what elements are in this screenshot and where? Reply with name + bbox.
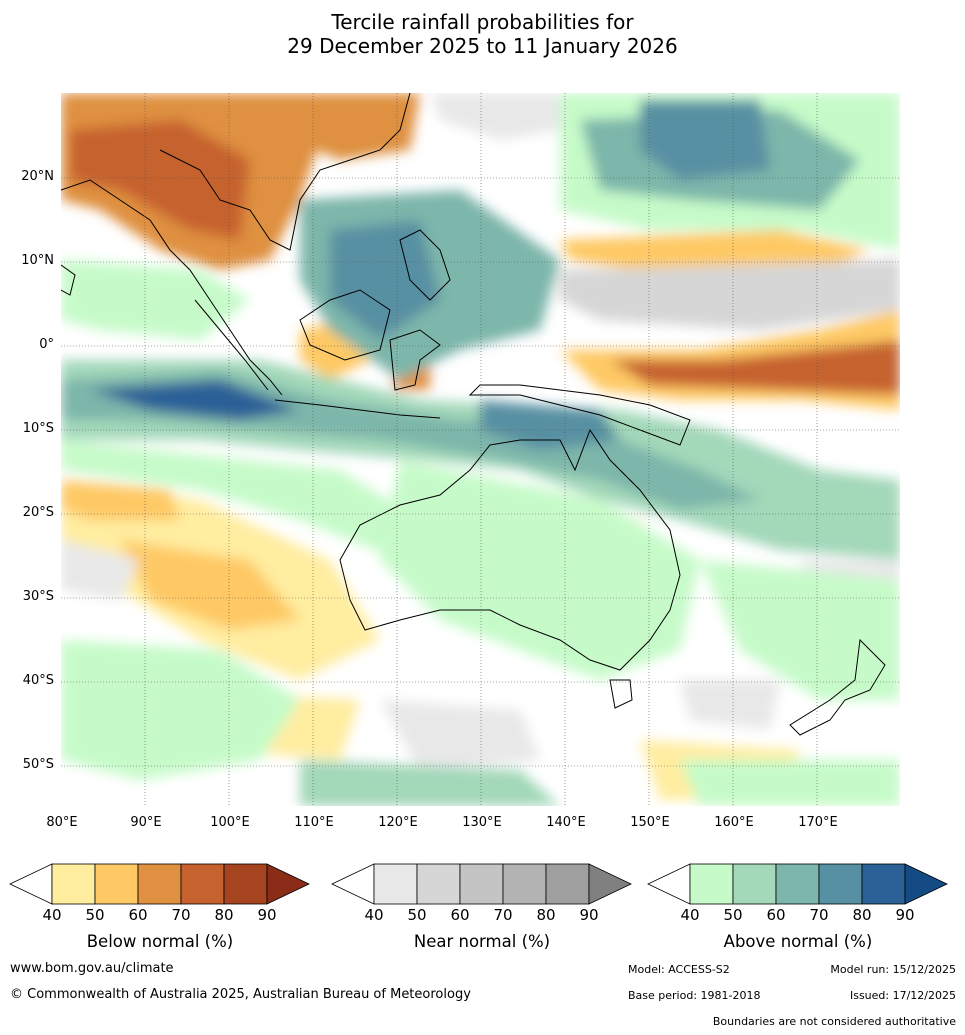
colorbar-above	[647, 863, 948, 905]
lon-label: 80°E	[46, 815, 78, 830]
colorbar-tick: 80	[536, 906, 556, 924]
colorbar-tick: 40	[680, 906, 700, 924]
colorbar-tick: 40	[364, 906, 384, 924]
copyright-text: © Commonwealth of Australia 2025, Austra…	[10, 987, 471, 1002]
lon-label: 150°E	[630, 815, 670, 830]
colorbar-tick: 50	[407, 906, 427, 924]
colorbar-label-above: Above normal (%)	[723, 932, 873, 951]
colorbar-tick: 80	[214, 906, 234, 924]
lat-label: 30°S	[22, 589, 54, 604]
cb0-swatch-4	[180, 863, 225, 905]
model-run-text: Model run: 15/12/2025	[830, 963, 956, 976]
cb0-swatch-5	[223, 863, 268, 905]
cb2-swatch-1	[689, 863, 734, 905]
lon-label: 160°E	[714, 815, 754, 830]
colorbar-tick: 60	[450, 906, 470, 924]
colorbar-tick: 60	[766, 906, 786, 924]
lon-label: 120°E	[378, 815, 418, 830]
colorbar-tick: 60	[128, 906, 148, 924]
cb1-swatch-under	[331, 863, 375, 905]
colorbar-tick: 50	[85, 906, 105, 924]
cb1-swatch-3	[459, 863, 504, 905]
cb2-swatch-3	[775, 863, 820, 905]
colorbar-below	[9, 863, 310, 905]
colorbar-tick: 90	[579, 906, 599, 924]
lon-label: 130°E	[462, 815, 502, 830]
model-text: Model: ACCESS-S2	[628, 963, 730, 976]
lon-label: 100°E	[210, 815, 250, 830]
lat-label: 20°N	[21, 169, 54, 184]
map-title-line1: Tercile rainfall probabilities for	[331, 10, 634, 34]
cb1-swatch-2	[416, 863, 461, 905]
cb2-swatch-4	[818, 863, 863, 905]
lon-label: 140°E	[546, 815, 586, 830]
cb1-swatch-over	[588, 863, 632, 905]
colorbar-tick: 80	[852, 906, 872, 924]
colorbar-tick: 40	[42, 906, 62, 924]
cb2-swatch-2	[732, 863, 777, 905]
lon-label: 170°E	[798, 815, 838, 830]
website-link[interactable]: www.bom.gov.au/climate	[10, 961, 174, 976]
lat-label: 10°S	[22, 421, 54, 436]
colorbar-tick: 70	[809, 906, 829, 924]
cb0-swatch-over	[266, 863, 310, 905]
colorbar-tick: 50	[723, 906, 743, 924]
lon-label: 110°E	[294, 815, 334, 830]
colorbar-label-below: Below normal (%)	[86, 932, 234, 951]
map-title-line2: 29 December 2025 to 11 January 2026	[287, 34, 678, 58]
cb0-swatch-2	[94, 863, 139, 905]
lat-label: 40°S	[22, 673, 54, 688]
lat-label: 0°	[39, 337, 54, 352]
colorbar-tick: 90	[257, 906, 277, 924]
probability-fields	[61, 93, 900, 806]
issued-text: Issued: 17/12/2025	[849, 989, 956, 1002]
lon-label: 90°E	[130, 815, 162, 830]
cb1-swatch-1	[373, 863, 418, 905]
lat-label: 20°S	[22, 505, 54, 520]
colorbar-tick: 70	[171, 906, 191, 924]
colorbar-label-near: Near normal (%)	[413, 932, 551, 951]
cb0-swatch-1	[51, 863, 96, 905]
cb1-swatch-4	[502, 863, 547, 905]
coastlines	[61, 93, 886, 736]
lat-label: 10°N	[21, 253, 54, 268]
graticule	[61, 93, 900, 806]
colorbar-tick: 70	[493, 906, 513, 924]
lat-label: 50°S	[22, 757, 54, 772]
boundaries-note: Boundaries are not considered authoritat…	[712, 1015, 956, 1028]
cb2-swatch-under	[647, 863, 691, 905]
colorbar-tick: 90	[895, 906, 915, 924]
cb0-swatch-under	[9, 863, 53, 905]
cb2-swatch-over	[904, 863, 948, 905]
cb0-swatch-3	[137, 863, 182, 905]
cb1-swatch-5	[545, 863, 590, 905]
cb2-swatch-5	[861, 863, 906, 905]
base-period-text: Base period: 1981-2018	[628, 989, 761, 1002]
colorbar-near	[331, 863, 632, 905]
